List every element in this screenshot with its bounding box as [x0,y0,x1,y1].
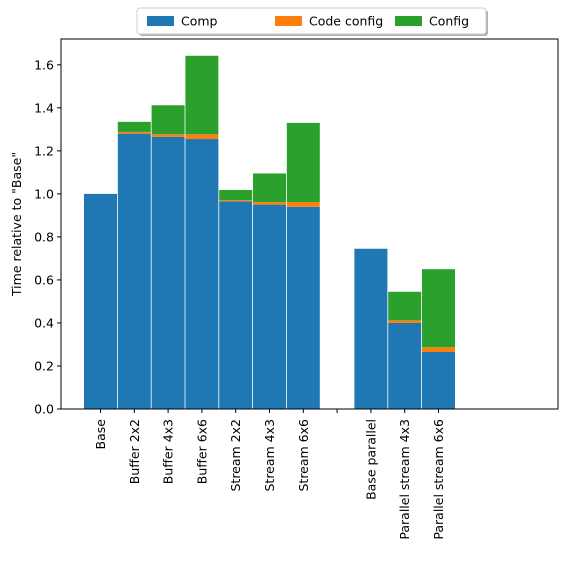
bar-config-10 [422,269,455,348]
bar-config-5 [253,173,286,203]
bar-code-config-1 [117,131,151,134]
bar-code-config-3 [185,134,219,140]
y-tick-label: 1.0 [34,186,54,201]
plot-frame [60,38,559,410]
x-tick-label: Parallel stream 4x3 [397,419,412,540]
bar-code-config-4 [219,200,253,202]
bar-config-6 [286,122,320,203]
x-tick-label: Parallel stream 6x6 [431,419,446,540]
bar-code-config-6 [286,202,320,207]
x-tick-label: Stream 6x6 [296,419,311,492]
y-tick-label: 1.6 [34,57,54,72]
y-tick-label: 0.2 [34,358,54,373]
x-tick-label: Stream 4x3 [262,419,277,492]
bar-comp-1 [117,133,151,409]
x-axis: Base Buffer 2x2 Buffer 4x3 Buffer 6x6 Stream… [93,409,446,540]
bar-config-9 [388,291,422,321]
bar-config-1 [117,121,151,132]
x-tick-label: Buffer 6x6 [194,419,209,484]
x-tick-label: Buffer 2x2 [127,419,142,484]
legend-label-code-config: Code config [309,14,383,29]
bar-comp-2 [151,136,185,409]
bar-comp-3 [185,139,219,410]
bar-comp-0 [84,193,117,409]
bar-config-4 [219,190,253,201]
legend-box [136,7,487,35]
bar-config-2 [151,105,185,135]
legend: Comp Code config Config [136,7,488,36]
bar-code-config-10 [422,347,455,352]
y-axis-title: Time relative to "Base" [9,152,24,297]
x-tick-label: Stream 2x2 [228,419,243,492]
bar-code-config-2 [151,134,185,137]
bar-comp-10 [422,351,455,409]
bar-comp-4 [219,201,253,409]
bar-comp-8 [354,248,388,409]
legend-swatch-code-config [275,16,302,26]
bars-layer [84,55,455,410]
x-tick-label: Base parallel [363,419,378,500]
legend-label-comp: Comp [181,14,218,29]
y-axis: 0.0 0.2 0.4 0.6 0.8 1.0 1.2 1.4 1.6 [34,57,61,417]
bar-comp-9 [388,322,422,409]
y-tick-label: 1.2 [34,143,54,158]
bar-code-config-5 [253,202,286,205]
bar-comp-6 [286,206,320,409]
y-tick-label: 0.6 [34,272,54,287]
y-tick-label: 0.0 [34,402,54,417]
y-tick-label: 0.8 [34,229,54,244]
legend-swatch-config [395,16,422,26]
x-tick-label: Base [93,419,108,450]
legend-label-config: Config [429,14,469,29]
legend-swatch-comp [147,16,174,26]
y-tick-label: 0.4 [34,315,54,330]
y-tick-label: 1.4 [34,100,54,115]
x-tick-label: Buffer 4x3 [161,419,176,484]
bar-config-3 [185,55,219,135]
bar-code-config-9 [388,320,422,323]
bar-comp-5 [253,204,286,409]
